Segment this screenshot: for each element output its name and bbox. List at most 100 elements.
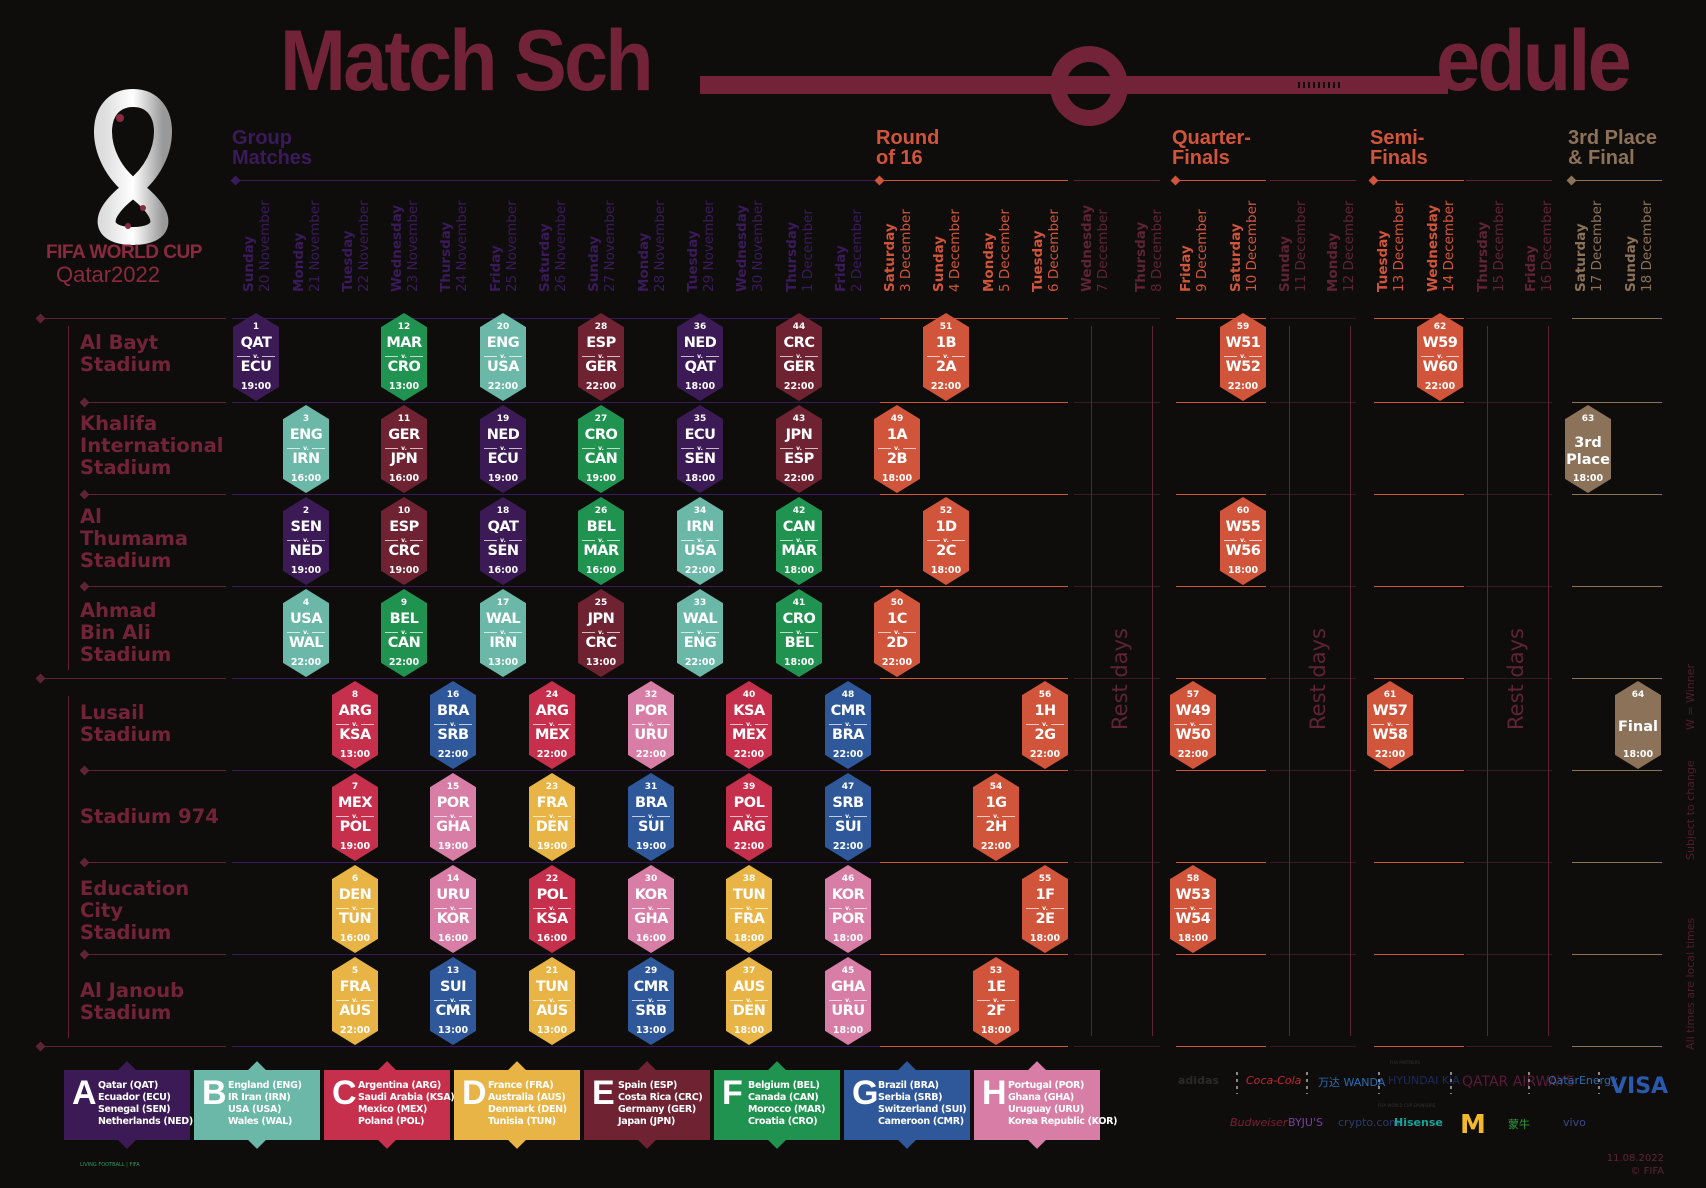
match-badge[interactable]: 63 3rd Place 18:00 <box>1565 405 1611 493</box>
match-badge[interactable]: 32 POR v. URU 22:00 <box>628 681 674 769</box>
match-badge[interactable]: 17 WAL v. IRN 13:00 <box>480 589 526 677</box>
day-label-text: Friday 16 December <box>1523 182 1555 292</box>
match-badge[interactable]: 64 Final 18:00 <box>1615 681 1661 769</box>
group-team: Switzerland (SUI) <box>878 1104 967 1115</box>
match-badge[interactable]: 62 W59 v. W60 22:00 <box>1417 313 1463 401</box>
match-badge[interactable]: 44 CRC v. GER 22:00 <box>776 313 822 401</box>
day-label-text: Friday 9 December <box>1178 182 1210 292</box>
match-badge[interactable]: 20 ENG v. USA 22:00 <box>480 313 526 401</box>
match-badge[interactable]: 5 FRA v. AUS 22:00 <box>332 957 378 1045</box>
match-badge[interactable]: 48 CMR v. BRA 22:00 <box>825 681 871 769</box>
match-badge[interactable]: 55 1F v. 2E 18:00 <box>1022 865 1068 953</box>
match-badge[interactable]: 30 KOR v. GHA 16:00 <box>628 865 674 953</box>
match-badge[interactable]: 4 USA v. WAL 22:00 <box>283 589 329 677</box>
day-label-text: Wednesday 23 November <box>389 182 421 292</box>
match-badge[interactable]: 9 BEL v. CAN 22:00 <box>381 589 427 677</box>
match-badge[interactable]: 10 ESP v. CRC 19:00 <box>381 497 427 585</box>
day-weekday: Saturday <box>1228 223 1244 292</box>
day-label: Friday 16 December <box>1521 196 1555 292</box>
match-badge[interactable]: 38 TUN v. FRA 18:00 <box>726 865 772 953</box>
match-badge[interactable]: 24 ARG v. MEX 22:00 <box>529 681 575 769</box>
match-kickoff-time: 19:00 <box>388 565 420 576</box>
match-home-team: QAT <box>240 335 272 351</box>
match-badge[interactable]: 39 POL v. ARG 22:00 <box>726 773 772 861</box>
match-badge[interactable]: 58 W53 v. W54 18:00 <box>1170 865 1216 953</box>
match-badge[interactable]: 6 DEN v. TUN 16:00 <box>332 865 378 953</box>
match-badge[interactable]: 36 NED v. QAT 18:00 <box>677 313 723 401</box>
match-badge[interactable]: 57 W49 v. W50 22:00 <box>1170 681 1216 769</box>
match-badge[interactable]: 61 W57 v. W58 22:00 <box>1367 681 1413 769</box>
match-badge[interactable]: 22 POL v. KSA 16:00 <box>529 865 575 953</box>
match-badge[interactable]: 42 CAN v. MAR 18:00 <box>776 497 822 585</box>
sponsor-logo: vivo <box>1563 1116 1586 1129</box>
match-badge[interactable]: 19 NED v. ECU 19:00 <box>480 405 526 493</box>
match-badge[interactable]: 26 BEL v. MAR 16:00 <box>578 497 624 585</box>
match-kickoff-time: 18:00 <box>832 933 864 944</box>
match-badge[interactable]: 52 1D v. 2C 18:00 <box>923 497 969 585</box>
match-badge[interactable]: 29 CMR v. SRB 13:00 <box>628 957 674 1045</box>
match-home-team: 1G <box>985 795 1008 811</box>
match-number: 17 <box>496 598 510 608</box>
match-badge[interactable]: 41 CRO v. BEL 18:00 <box>776 589 822 677</box>
match-badge[interactable]: 54 1G v. 2H 22:00 <box>973 773 1019 861</box>
match-home-team: CRC <box>783 335 815 351</box>
match-versus: v. <box>434 905 472 912</box>
match-badge[interactable]: 7 MEX v. POL 19:00 <box>332 773 378 861</box>
match-badge[interactable]: 47 SRB v. SUI 22:00 <box>825 773 871 861</box>
group-row-line <box>232 1046 880 1047</box>
match-versus: v. <box>1224 353 1262 360</box>
match-badge[interactable]: 37 AUS v. DEN 18:00 <box>726 957 772 1045</box>
match-badge[interactable]: 40 KSA v. MEX 22:00 <box>726 681 772 769</box>
match-badge[interactable]: 25 JPN v. CRC 13:00 <box>578 589 624 677</box>
match-badge[interactable]: 28 ESP v. GER 22:00 <box>578 313 624 401</box>
match-badge[interactable]: 13 SUI v. CMR 13:00 <box>430 957 476 1045</box>
group-team-list: England (ENG) IR Iran (IRN) USA (USA) Wales… <box>228 1080 302 1128</box>
match-away-team: GER <box>783 359 815 375</box>
match-badge[interactable]: 45 GHA v. URU 18:00 <box>825 957 871 1045</box>
group-team: Qatar (QAT) <box>98 1080 158 1091</box>
match-badge[interactable]: 23 FRA v. DEN 19:00 <box>529 773 575 861</box>
match-badge[interactable]: 56 1H v. 2G 22:00 <box>1022 681 1068 769</box>
group-team-list: Belgium (BEL) Canada (CAN) Morocco (MAR) Cr… <box>748 1080 826 1128</box>
rest-divider-line <box>1091 326 1092 1036</box>
match-badge[interactable]: 49 1A v. 2B 18:00 <box>874 405 920 493</box>
match-kickoff-time: 18:00 <box>1622 749 1654 760</box>
match-badge[interactable]: 59 W51 v. W52 22:00 <box>1220 313 1266 401</box>
match-badge[interactable]: 46 KOR v. POR 18:00 <box>825 865 871 953</box>
match-badge[interactable]: 8 ARG v. KSA 13:00 <box>332 681 378 769</box>
match-badge[interactable]: 31 BRA v. SUI 19:00 <box>628 773 674 861</box>
match-badge[interactable]: 53 1E v. 2F 18:00 <box>973 957 1019 1045</box>
match-home-team: WAL <box>682 611 718 627</box>
match-badge[interactable]: 15 POR v. GHA 19:00 <box>430 773 476 861</box>
r16-row-line <box>880 954 1068 955</box>
match-badge[interactable]: 18 QAT v. SEN 16:00 <box>480 497 526 585</box>
match-badge[interactable]: 43 JPN v. ESP 22:00 <box>776 405 822 493</box>
match-badge[interactable]: 27 CRO v. CAN 19:00 <box>578 405 624 493</box>
match-badge[interactable]: 3 ENG v. IRN 16:00 <box>283 405 329 493</box>
match-badge[interactable]: 50 1C v. 2D 22:00 <box>874 589 920 677</box>
group-team: Germany (GER) <box>618 1104 696 1115</box>
match-badge[interactable]: 21 TUN v. AUS 13:00 <box>529 957 575 1045</box>
match-badge[interactable]: 2 SEN v. NED 19:00 <box>283 497 329 585</box>
match-badge[interactable]: 51 1B v. 2A 22:00 <box>923 313 969 401</box>
match-home-team: 1A <box>886 427 908 443</box>
sf-row-line <box>1374 678 1464 679</box>
match-home-team: TUN <box>535 979 569 995</box>
match-kickoff-time: 16:00 <box>339 933 371 944</box>
match-kickoff-time: 18:00 <box>684 381 716 392</box>
partner-logo: adidas <box>1178 1074 1219 1087</box>
match-badge[interactable]: 34 IRN v. USA 22:00 <box>677 497 723 585</box>
match-badge[interactable]: 33 WAL v. ENG 22:00 <box>677 589 723 677</box>
match-badge[interactable]: 14 URU v. KOR 16:00 <box>430 865 476 953</box>
day-date: 16 December <box>1539 200 1555 292</box>
match-badge[interactable]: 60 W55 v. W56 18:00 <box>1220 497 1266 585</box>
match-badge[interactable]: 35 ECU v. SEN 18:00 <box>677 405 723 493</box>
match-badge[interactable]: 12 MAR v. CRO 13:00 <box>381 313 427 401</box>
match-badge[interactable]: 16 BRA v. SRB 22:00 <box>430 681 476 769</box>
day-label-text: Thursday 8 December <box>1133 182 1165 292</box>
match-away-team: JPN <box>390 451 418 467</box>
match-number: 43 <box>792 414 806 424</box>
day-label: Wednesday 7 December <box>1077 196 1111 292</box>
match-badge[interactable]: 1 QAT v. ECU 19:00 <box>233 313 279 401</box>
match-badge[interactable]: 11 GER v. JPN 16:00 <box>381 405 427 493</box>
